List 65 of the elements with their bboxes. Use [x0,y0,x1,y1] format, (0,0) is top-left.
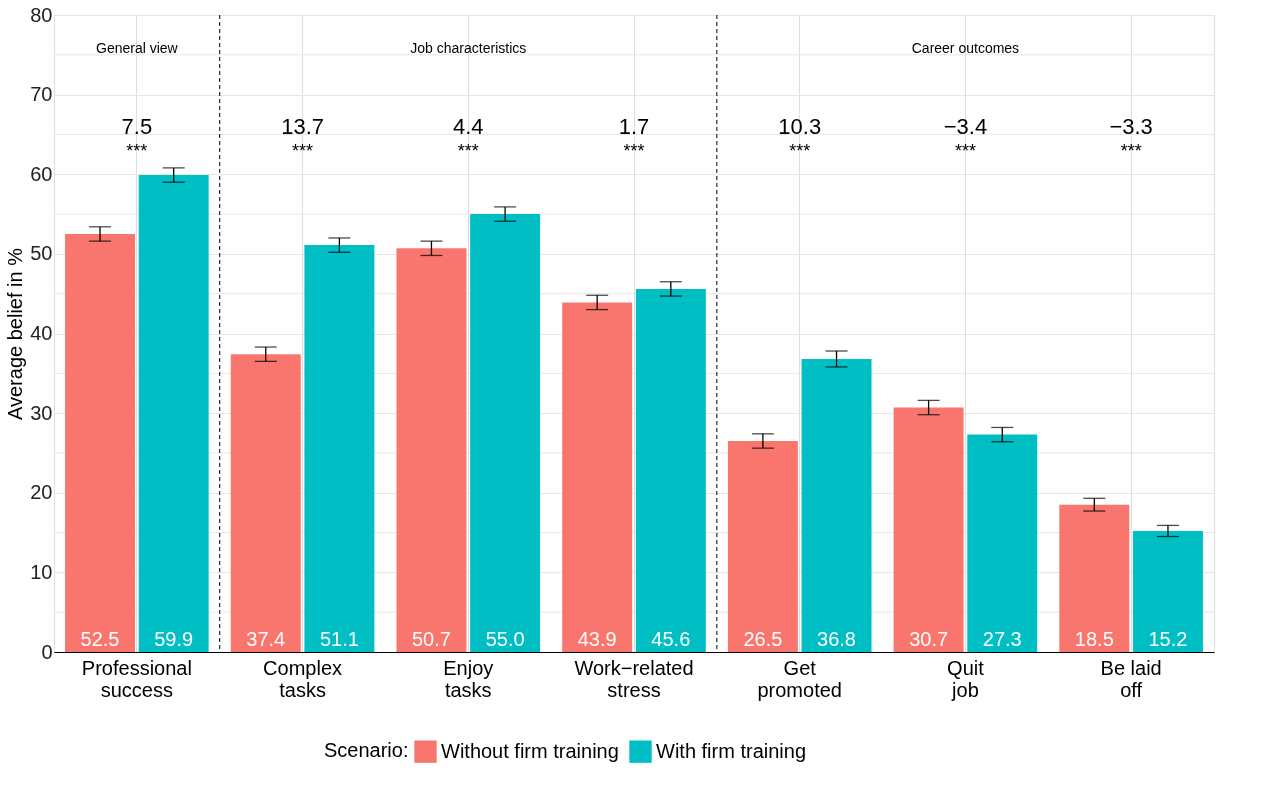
y-tick-label: 10 [30,560,53,583]
bar [230,354,301,652]
annotation: 13.7 [281,114,324,139]
y-tick-label: 70 [30,83,53,106]
bar [1059,504,1130,652]
bar [138,175,209,652]
annotation: *** [954,141,976,161]
bar [967,434,1038,652]
data-label: 59.9 [154,628,194,650]
data-label: 37.4 [246,628,286,650]
y-tick-label: 0 [41,640,53,663]
annotation: 1.7 [618,114,650,139]
annotation: Career outcomes [911,40,1020,56]
annotation: Job characteristics [410,40,527,56]
y-tick-label: 20 [30,481,53,504]
annotation: 4.4 [452,114,484,139]
bar [635,288,706,652]
data-label: 18.5 [1074,628,1114,650]
x-tick-label: Work−related stress [574,656,694,701]
bar [801,358,872,652]
y-tick-label: 40 [30,322,53,344]
data-label: 55.0 [485,628,525,650]
y-tick-label: 60 [30,162,53,185]
data-label: 51.1 [319,628,359,650]
x-tick-label: Get promoted [757,656,842,701]
x-tick-label: Professional success [81,656,192,701]
annotation: −3.4 [943,114,988,139]
bar [893,407,964,652]
annotation: −3.3 [1109,114,1153,139]
data-label: 43.9 [577,628,617,650]
annotation: *** [1120,141,1142,161]
bar [65,233,136,652]
annotation: *** [789,141,811,161]
bar [396,248,467,652]
y-tick-label: 80 [30,3,53,26]
x-tick-label: Enjoy tasks [443,656,494,701]
annotation: *** [292,141,314,161]
data-label: 52.5 [80,628,120,650]
annotation: 10.3 [778,114,822,139]
legend-title: Scenario: [324,739,409,761]
bar [1132,530,1203,652]
data-label: 15.2 [1148,628,1188,650]
data-label: 26.5 [743,628,783,650]
bar [727,440,798,652]
x-tick-label: Complex tasks [263,656,343,701]
bar [304,245,375,652]
data-label: 30.7 [909,628,949,650]
bar [562,302,633,652]
data-label: 36.8 [817,628,857,650]
bar [470,214,541,652]
data-label: 27.3 [982,628,1022,650]
legend-label: With firm training [656,739,807,762]
annotation: General view [96,40,179,56]
y-axis-title: Average belief in % [4,247,27,420]
data-label: 50.7 [411,628,451,650]
x-tick-label: Be laid off [1100,656,1162,701]
annotation: *** [126,141,148,161]
x-tick-label: Quit job [947,656,985,701]
annotation: *** [623,141,645,161]
y-tick-label: 30 [30,401,53,424]
legend-label: Without firm training [441,739,619,762]
data-label: 45.6 [651,628,691,650]
annotation: 7.5 [121,114,153,139]
annotation: *** [457,141,479,161]
y-tick-label: 50 [30,242,53,265]
